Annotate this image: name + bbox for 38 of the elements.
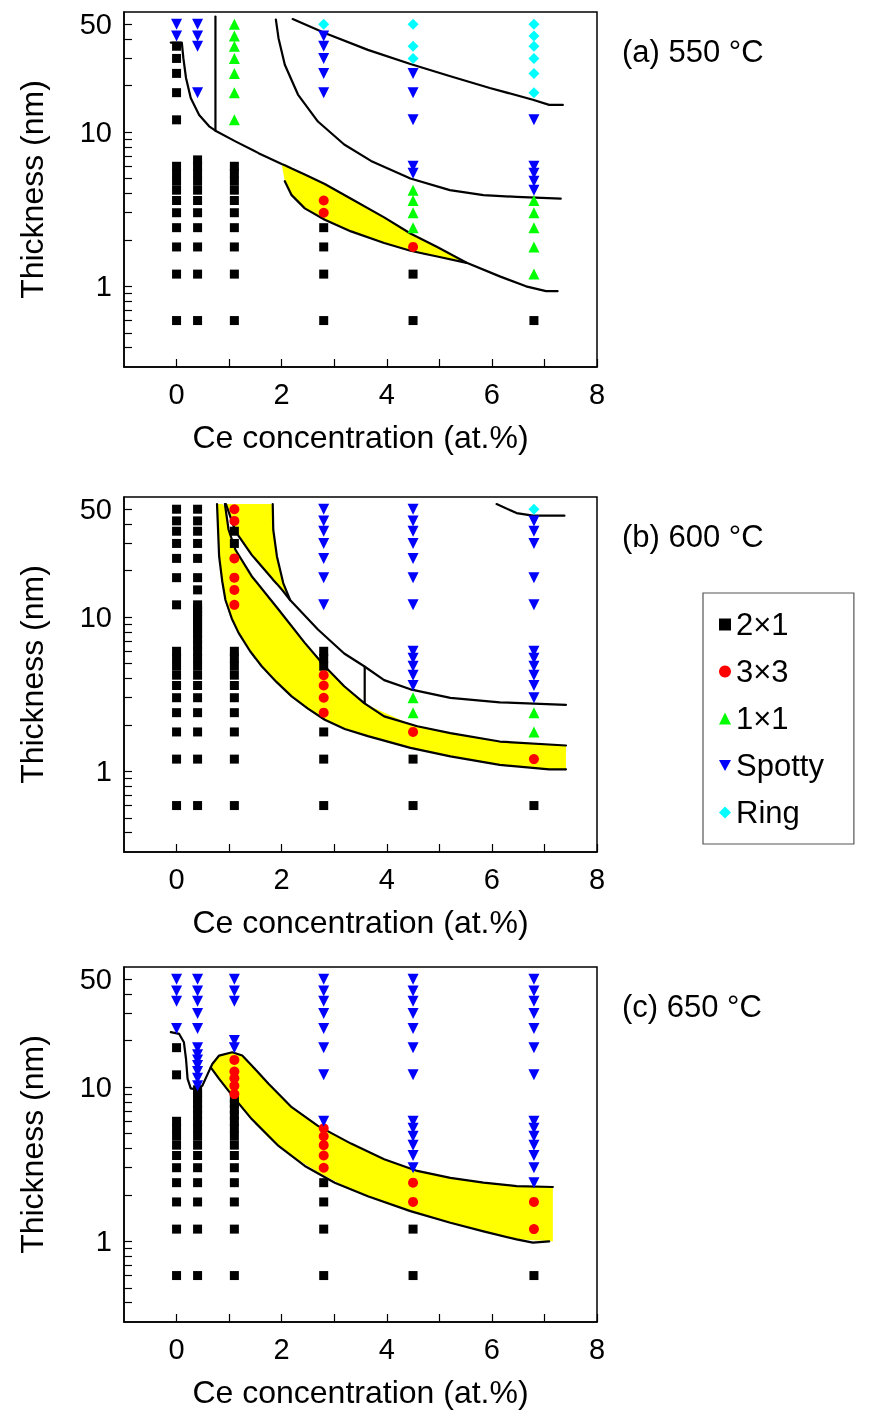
legend-label: 1×1: [736, 701, 789, 736]
y-tick-label: 1: [95, 270, 112, 303]
text: (b) 600 °C: [622, 519, 764, 554]
y-tick-label: 50: [79, 493, 112, 526]
legend-label: 2×1: [736, 607, 789, 642]
legend-label: Spotty: [736, 748, 825, 783]
y-axis-title: Thickness (nm): [14, 80, 50, 299]
y-axis-title: Thickness (nm): [14, 1035, 50, 1254]
x-tick-label: 8: [588, 377, 606, 410]
text: (a) 550 °C: [622, 34, 764, 69]
x-tick-label: 4: [378, 1332, 395, 1365]
x-tick-label: 4: [378, 862, 395, 895]
y-axis-title: Thickness (nm): [14, 565, 50, 784]
y-tick-label: 1: [95, 755, 112, 788]
x-tick-label: 2: [273, 862, 290, 895]
x-tick-label: 6: [483, 1332, 500, 1365]
y-tick-label: 50: [79, 963, 112, 996]
y-tick-label: 1: [95, 1225, 112, 1258]
x-tick-label: 4: [378, 377, 395, 410]
y-tick-label: 10: [79, 116, 112, 149]
x-axis-title: Ce concentration (at.%): [192, 419, 529, 455]
x-axis-title: Ce concentration (at.%): [192, 904, 529, 940]
legend-label: 3×3: [736, 654, 789, 689]
y-tick-label: 10: [79, 601, 112, 634]
x-tick-label: 8: [588, 1332, 606, 1365]
text: (c) 650 °C: [622, 989, 762, 1024]
x-tick-label: 6: [483, 377, 500, 410]
x-tick-label: 2: [273, 1332, 290, 1365]
x-tick-label: 0: [168, 1332, 185, 1365]
x-axis-title: Ce concentration (at.%): [192, 1374, 529, 1410]
x-tick-label: 2: [273, 377, 290, 410]
x-tick-label: 8: [588, 862, 606, 895]
y-tick-label: 10: [79, 1071, 112, 1104]
x-tick-label: 6: [483, 862, 500, 895]
x-tick-label: 0: [168, 377, 185, 410]
x-tick-label: 0: [168, 862, 185, 895]
legend-label: Ring: [736, 795, 800, 830]
y-tick-label: 50: [79, 8, 112, 41]
